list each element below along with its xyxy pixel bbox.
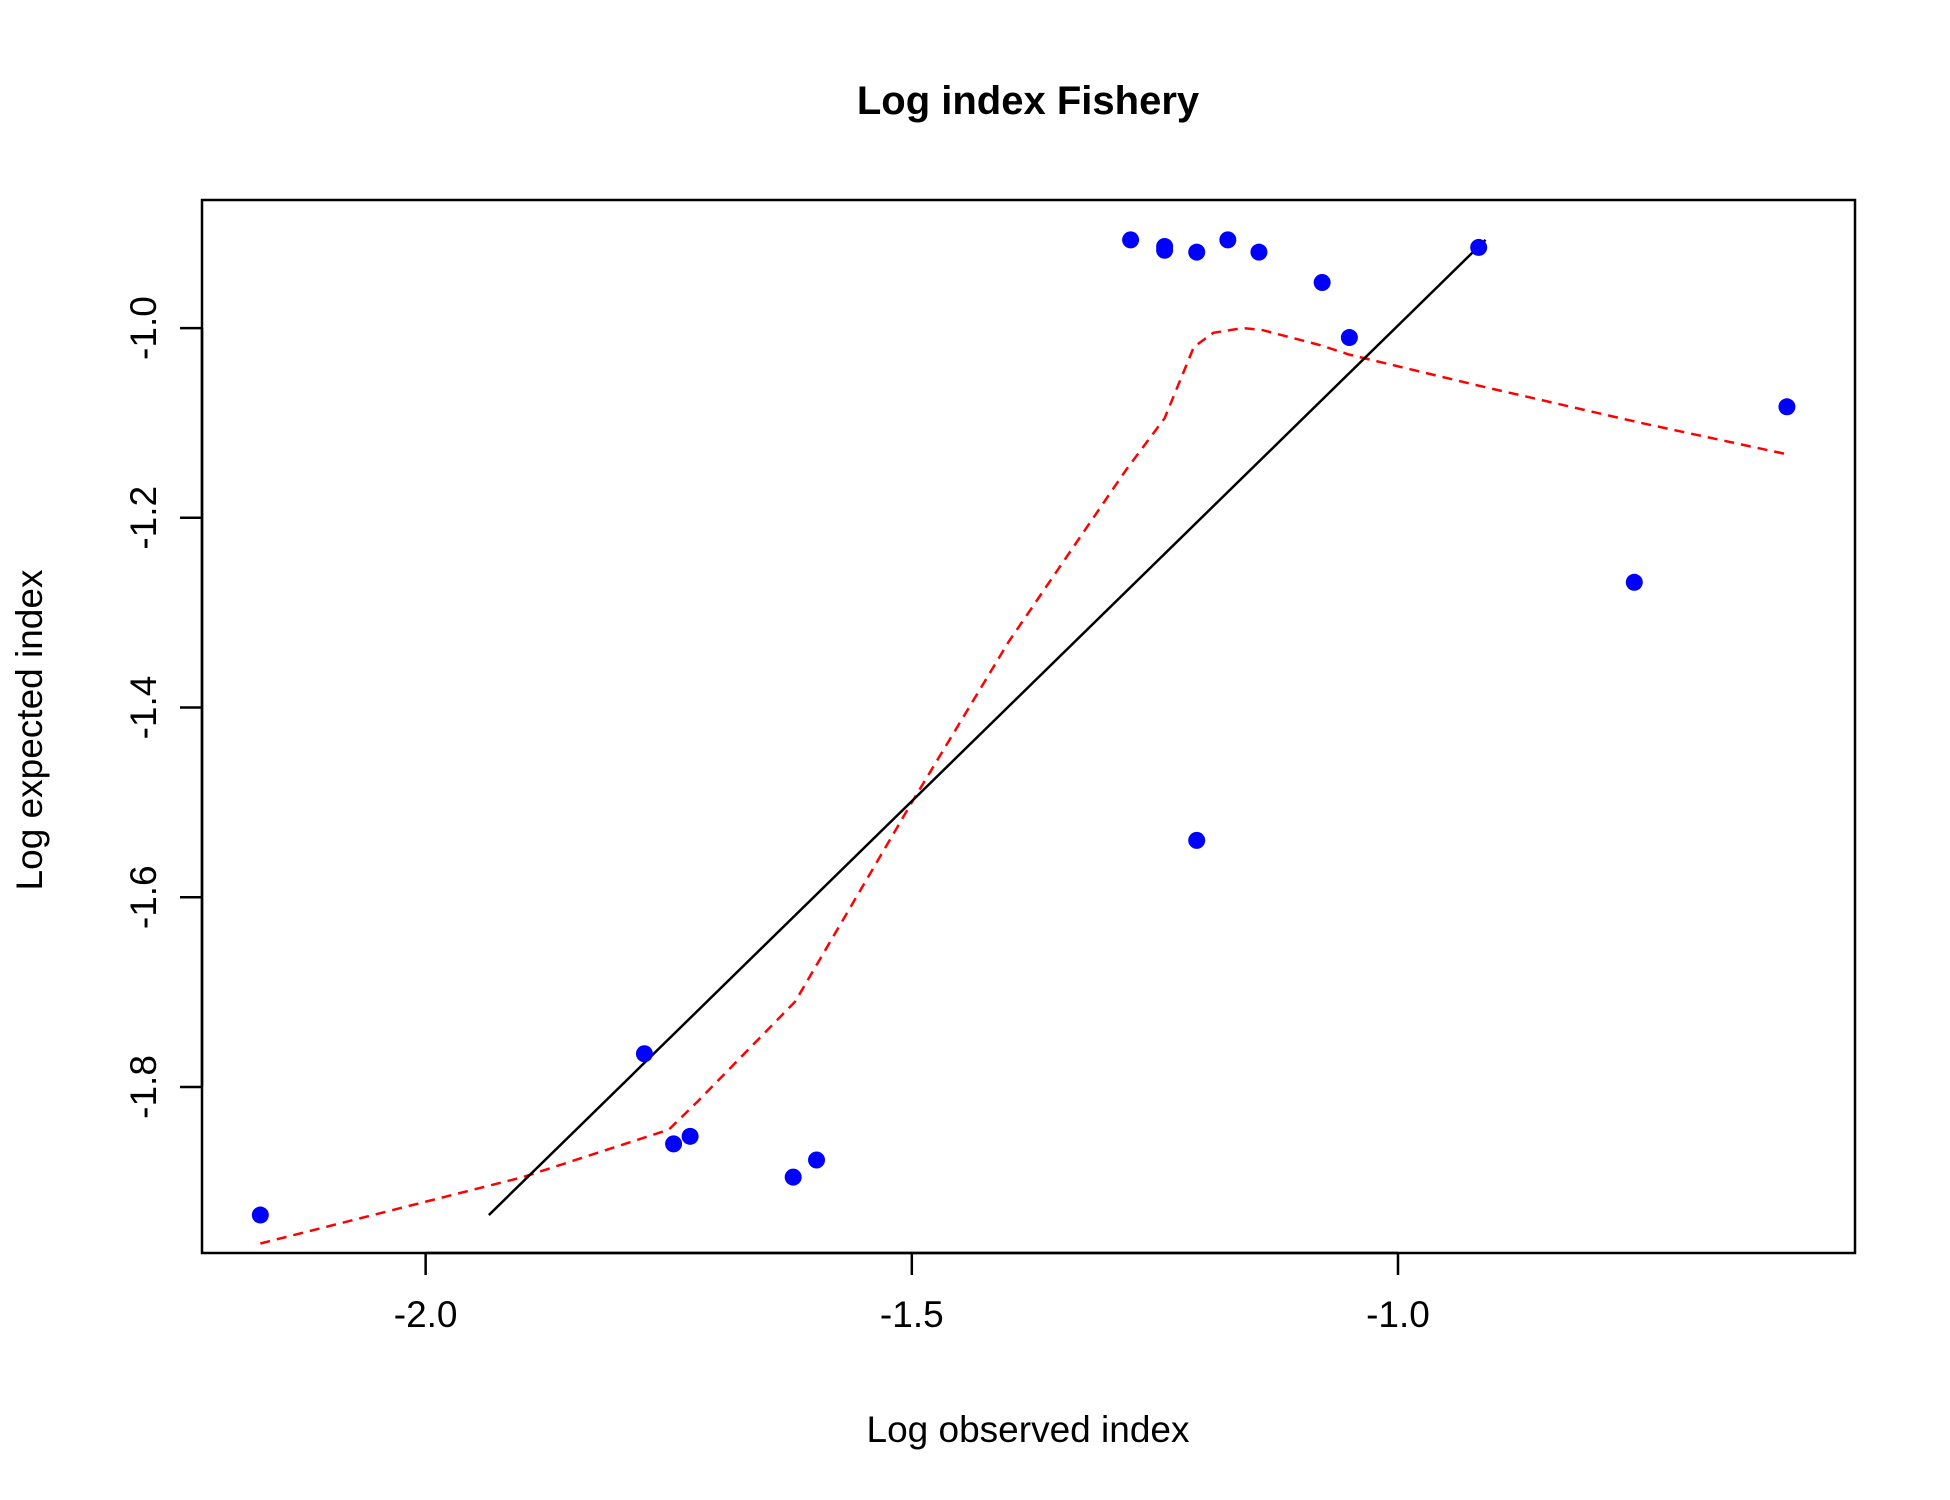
data-point bbox=[1340, 329, 1358, 347]
data-point bbox=[784, 1168, 802, 1186]
plot-frame bbox=[200, 198, 1857, 1255]
y-tick-label: -1.0 bbox=[123, 296, 164, 360]
data-point bbox=[1470, 238, 1488, 256]
x-tick-label: -1.0 bbox=[1366, 1294, 1430, 1335]
y-tick-label: -1.2 bbox=[123, 486, 164, 550]
x-axis: -2.0 -1.5 -1.0 bbox=[394, 1251, 1430, 1335]
data-point bbox=[1122, 231, 1140, 249]
x-tick-label: -2.0 bbox=[394, 1294, 458, 1335]
data-point bbox=[1156, 241, 1174, 259]
y-axis: -1.8 -1.6 -1.4 -1.2 -1.0 bbox=[123, 296, 204, 1119]
data-point bbox=[681, 1127, 699, 1145]
data-point bbox=[1219, 231, 1237, 249]
data-point bbox=[1188, 831, 1206, 849]
x-axis-label: Log observed index bbox=[867, 1409, 1190, 1450]
series-layer bbox=[251, 231, 1796, 1245]
data-point bbox=[1188, 243, 1206, 261]
data-point bbox=[1313, 274, 1331, 292]
smooth-line bbox=[260, 326, 1788, 1245]
y-tick-label: -1.4 bbox=[123, 676, 164, 740]
data-point bbox=[635, 1045, 653, 1063]
y-tick-label: -1.6 bbox=[123, 865, 164, 929]
data-point bbox=[665, 1135, 683, 1153]
x-tick-label: -1.5 bbox=[880, 1294, 944, 1335]
data-point bbox=[1625, 573, 1643, 591]
data-point bbox=[1778, 398, 1796, 416]
data-point bbox=[251, 1206, 269, 1224]
y-axis-label: Log expected index bbox=[9, 569, 50, 890]
y-tick-label: -1.8 bbox=[123, 1055, 164, 1119]
data-point bbox=[1250, 243, 1268, 261]
data-point bbox=[808, 1151, 826, 1169]
chart-title: Log index Fishery bbox=[857, 79, 1200, 123]
fit-line bbox=[487, 238, 1487, 1216]
